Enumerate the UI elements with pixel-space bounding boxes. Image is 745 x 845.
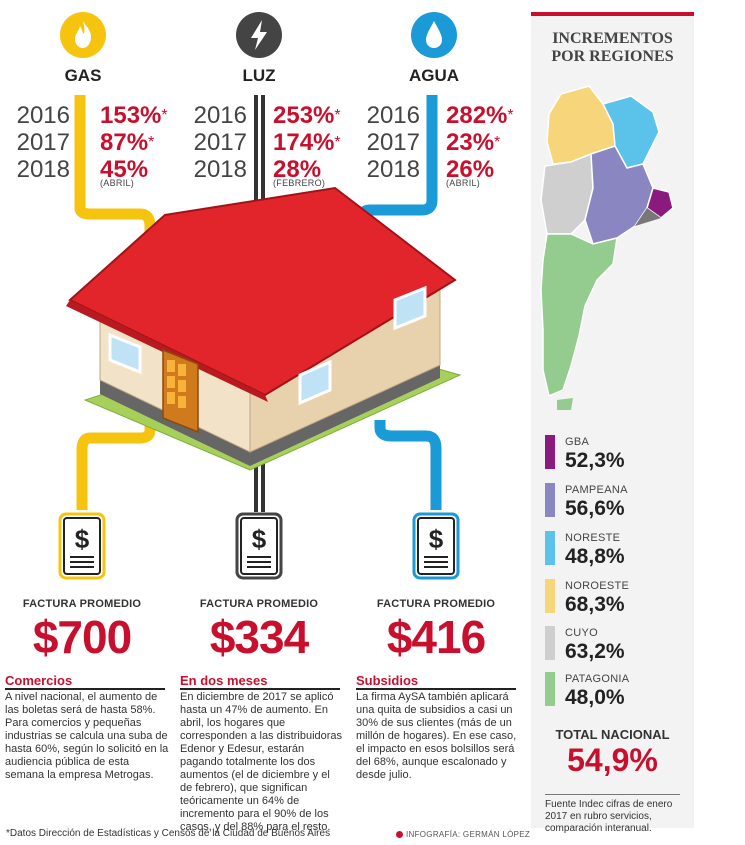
gas-values: 153%* 87%* 45% (ABRIL) <box>100 102 168 188</box>
luz-label: LUZ <box>242 66 276 85</box>
agua-invoice-label: FACTURA PROMEDIO <box>376 598 496 610</box>
map-region-gba <box>646 187 674 219</box>
comercios-text: A nivel nacional, el aumento de las bole… <box>5 691 169 781</box>
regions-sidebar: INCREMENTOS POR REGIONES GBA 52,3% PAMPE… <box>531 12 694 834</box>
region-pampeana-value: 56,6% <box>565 497 625 520</box>
argentina-map <box>540 85 674 410</box>
agua-pipe-lower <box>374 420 442 510</box>
region-noroeste-name: NOROESTE <box>565 580 630 592</box>
agua-circle <box>411 12 457 58</box>
agua-label: AGUA <box>408 66 460 85</box>
luz-invoice-label: FACTURA PROMEDIO <box>199 598 319 610</box>
house-window-side <box>393 285 427 331</box>
agua-values: 282%* 23%* 26% (ABRIL) <box>446 102 514 188</box>
house-pipes-illustration <box>66 95 462 512</box>
region-patagonia-name: PATAGONIA <box>565 673 630 685</box>
map-tierra-del-fuego <box>557 398 573 410</box>
dos-meses-title: En dos meses <box>180 673 268 688</box>
water-drop-icon <box>426 21 442 48</box>
region-noroeste-swatch <box>545 579 555 613</box>
gas-years: 2016 2017 2018 <box>16 102 70 183</box>
house-roof <box>68 186 457 397</box>
gas-pipe-upper <box>74 95 156 250</box>
subsidios-text: La firma AySA también aplicará una quita… <box>356 691 517 781</box>
region-patagonia-swatch <box>545 672 555 706</box>
region-gba-name: GBA <box>565 436 590 448</box>
total-nacional-value: 54,9% <box>567 742 658 778</box>
region-noroeste-value: 68,3% <box>565 593 625 616</box>
region-cuyo-value: 63,2% <box>565 640 625 663</box>
gas-2018-note: (ABRIL) <box>100 178 135 188</box>
subsidios-rule <box>356 688 516 690</box>
flame-icon <box>75 21 92 48</box>
gas-pipe-lower <box>76 420 156 510</box>
luz-2018-note: (FEBRERO) <box>273 178 326 188</box>
house-window-left <box>108 332 142 375</box>
luz-bill-icon: $ <box>235 512 283 580</box>
gas-invoice-label: FACTURA PROMEDIO <box>22 598 142 610</box>
gas-bill-icon: $ <box>58 512 106 580</box>
region-gba-swatch <box>545 435 555 469</box>
dos-meses-rule <box>180 688 340 690</box>
sidebar-title: INCREMENTOS POR REGIONES <box>551 30 674 65</box>
region-patagonia-value: 48,0% <box>565 686 625 709</box>
region-cuyo-name: CUYO <box>565 627 598 639</box>
source-rule <box>545 794 680 795</box>
region-noreste-value: 48,8% <box>565 545 625 568</box>
luz-years: 2016 2017 2018 <box>193 102 247 183</box>
luz-bill-symbol: $ <box>252 524 267 554</box>
region-gba-value: 52,3% <box>565 449 625 472</box>
agua-bill-symbol: $ <box>429 524 444 554</box>
region-noreste-name: NORESTE <box>565 532 621 544</box>
gas-circle <box>60 12 106 58</box>
house-window-right <box>298 359 332 406</box>
region-pampeana-swatch <box>545 483 555 517</box>
house-door-panes <box>167 360 186 408</box>
agua-2018-note: (ABRIL) <box>446 178 481 188</box>
comercios-rule <box>5 688 165 690</box>
region-cuyo-swatch <box>545 626 555 660</box>
credit-logo-icon <box>396 831 403 838</box>
agua-invoice-amount: $416 <box>386 611 486 663</box>
luz-circle <box>236 12 282 58</box>
comercios-title: Comercios <box>5 673 73 688</box>
map-region-patagonia <box>540 233 618 398</box>
infografia-credit: INFOGRAFÍA: GERMÁN LÓPEZ <box>396 830 530 839</box>
total-nacional-label: TOTAL NACIONAL <box>555 727 670 742</box>
gas-bill-symbol: $ <box>75 524 90 554</box>
source-text: Fuente Indec cifras de enero 2017 en rub… <box>545 799 673 834</box>
luz-values: 253%* 174%* 28% (FEBRERO) <box>273 102 341 188</box>
dos-meses-text: En diciembre de 2017 se aplicó hasta un … <box>180 691 343 833</box>
subsidios-title: Subsidios <box>356 673 419 688</box>
gas-label: GAS <box>64 66 102 85</box>
luz-invoice-amount: $334 <box>209 611 309 663</box>
luz-cable-upper <box>254 95 265 200</box>
gas-invoice-amount: $700 <box>32 611 132 663</box>
lightning-icon <box>251 20 267 50</box>
footnote: *Datos Dirección de Estadísticas y Censo… <box>6 828 331 839</box>
agua-years: 2016 2017 2018 <box>366 102 420 183</box>
agua-bill-icon: $ <box>412 512 460 580</box>
region-noreste-swatch <box>545 531 555 565</box>
map-gba-pointer <box>635 208 661 226</box>
region-pampeana-name: PAMPEANA <box>565 484 628 496</box>
